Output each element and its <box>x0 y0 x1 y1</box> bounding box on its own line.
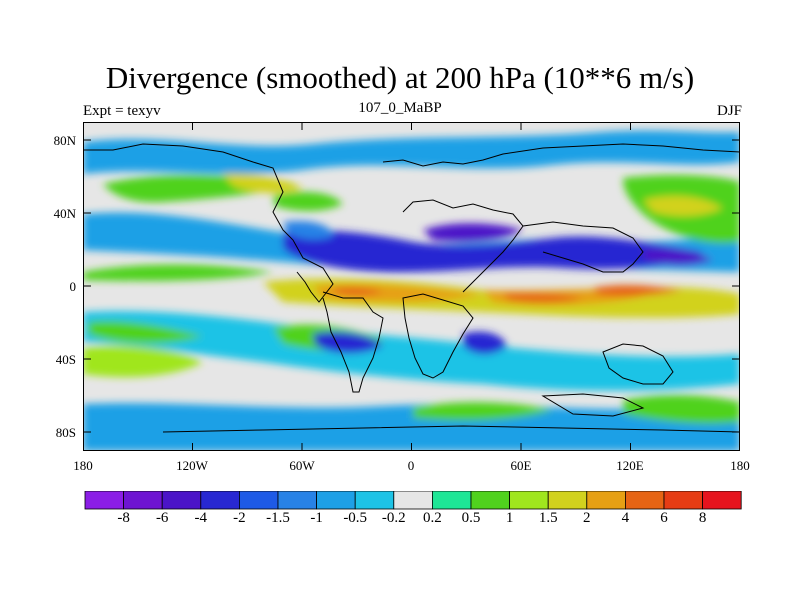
colorbar-tick-label: -6 <box>155 510 169 526</box>
colorbar-tick-label: 2 <box>583 510 591 526</box>
colorbar-tick-label: 1.5 <box>538 510 558 526</box>
colorbar-swatch <box>354 491 395 510</box>
colorbar-swatch <box>277 491 317 510</box>
x-tick-label: 120W <box>176 458 208 473</box>
colorbar-tick-label: -8 <box>117 510 130 526</box>
y-tick-label: 80S <box>55 425 76 440</box>
x-tick-label: 120E <box>616 458 644 473</box>
colorbar-tick-label: -0.5 <box>343 510 368 526</box>
divergence-fields <box>83 130 740 451</box>
colorbar-tick-label: -1 <box>310 510 323 526</box>
colorbar-tick-label: 4 <box>621 510 630 526</box>
coastlines <box>83 143 740 433</box>
axis-ticks <box>83 122 740 451</box>
y-tick-label: 80N <box>53 133 76 148</box>
colorbar-tick-label: -1.5 <box>266 510 290 526</box>
divergence-map <box>83 122 740 451</box>
colorbar-tick-label: 1 <box>505 510 514 526</box>
colorbar-swatch <box>663 491 703 510</box>
colorbar-swatch <box>123 491 163 510</box>
x-tick-label: 180 <box>730 458 750 473</box>
colorbar-tick-label: -2 <box>233 510 246 526</box>
colorbar-tick-label: 0.5 <box>461 510 481 526</box>
colorbar-swatch <box>586 491 626 510</box>
y-tick-label: 40N <box>53 206 76 221</box>
colorbar-swatch <box>431 491 472 510</box>
plot-title: Divergence (smoothed) at 200 hPa (10**6 … <box>105 60 695 95</box>
season-label: DJF <box>716 103 742 119</box>
x-tick-label: 0 <box>407 458 415 473</box>
colorbar-swatch <box>509 491 549 510</box>
map-panel <box>83 122 740 451</box>
colorbar-swatch <box>200 491 240 510</box>
colorbar-tick-label: -0.2 <box>381 510 406 526</box>
colorbar-swatch <box>316 491 356 510</box>
colorbar-tick-label: 6 <box>660 510 668 526</box>
x-tick-label: 60E <box>510 458 532 473</box>
colorbar-swatch <box>84 491 124 510</box>
experiment-label: Expt = texyv <box>83 103 161 119</box>
colorbar-swatch <box>547 491 588 510</box>
colorbar-swatch <box>393 491 433 510</box>
colorbar-swatch <box>161 491 202 510</box>
colorbar-swatch <box>238 491 279 510</box>
colorbar-swatch <box>470 491 510 510</box>
colorbar-swatch <box>625 491 665 510</box>
colorbar-tick-label: 8 <box>698 510 707 526</box>
y-tick-label: 0 <box>69 279 77 294</box>
colorbar-tick-label: 0.2 <box>423 510 442 526</box>
colorbar-swatch <box>702 491 742 510</box>
case-label: 107_0_MaBP <box>358 100 442 116</box>
x-tick-label: 180 <box>73 458 93 473</box>
x-tick-label: 60W <box>289 458 315 473</box>
y-tick-label: 40S <box>55 352 76 367</box>
colorbar <box>84 491 742 510</box>
colorbar-tick-label: -4 <box>194 510 208 526</box>
